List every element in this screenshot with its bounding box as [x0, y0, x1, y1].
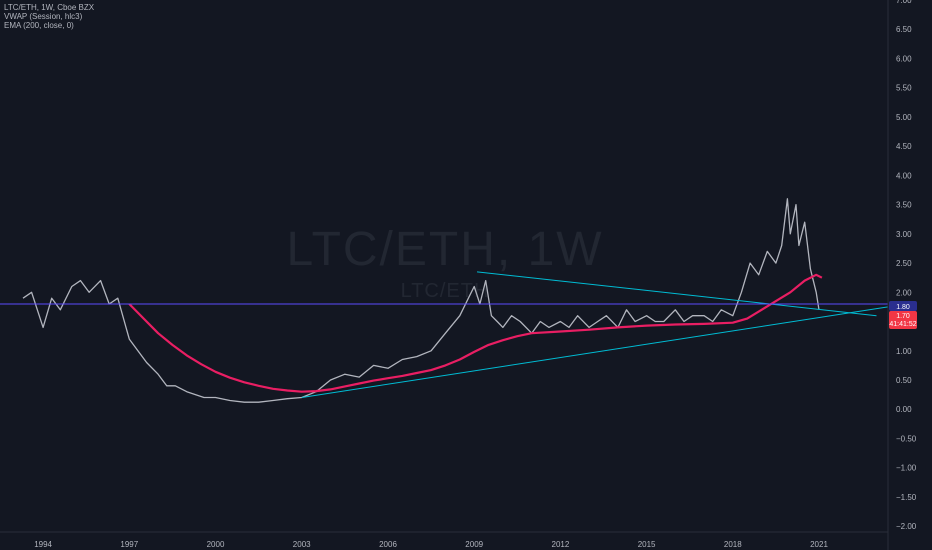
price-axis-tick-label: −2.00 [896, 522, 917, 531]
price-axis-tick-label: 5.00 [896, 113, 912, 122]
trendline-layer[interactable] [301, 271, 889, 399]
price-axis-tick-label: 3.50 [896, 201, 912, 210]
time-axis-tick-label: 2015 [638, 540, 656, 549]
time-axis-tick-label: 2021 [810, 540, 828, 549]
price-axis-tick-label: 0.50 [896, 376, 912, 385]
legend-ema[interactable]: EMA (200, close, 0) [4, 21, 74, 30]
horizontal-line-badge [889, 301, 917, 311]
price-axis-tick-label: 4.50 [896, 142, 912, 151]
time-axis-tick-label: 2000 [207, 540, 225, 549]
price-axis-tick-label: 6.50 [896, 25, 912, 34]
time-axis-tick-label: 1994 [34, 540, 52, 549]
price-axis-tick-label: 4.00 [896, 171, 912, 180]
horizontal-line-badge-text: 1.80 [896, 304, 910, 311]
price-axis-tick-label: −0.50 [896, 435, 917, 444]
price-axis-tick-label: 3.00 [896, 230, 912, 239]
last-price-badge-text: 1.70 [896, 313, 910, 320]
trendline[interactable] [301, 306, 889, 399]
price-axis-tick-label: 7.00 [896, 0, 912, 5]
time-axis-tick-label: 2012 [552, 540, 570, 549]
time-axis-tick-label: 2006 [379, 540, 397, 549]
price-axis-tick-label: 5.50 [896, 84, 912, 93]
price-series-layer [22, 198, 820, 403]
price-axis-tick-label: 0.00 [896, 405, 912, 414]
ema-series-layer [128, 273, 823, 393]
time-axis-tick-label: 1997 [120, 540, 138, 549]
ema-series-line [128, 273, 823, 393]
price-axis-tick-label: −1.50 [896, 493, 917, 502]
price-axis-tick-label: −1.00 [896, 464, 917, 473]
price-axis-tick-label: 6.00 [896, 55, 912, 64]
trendline[interactable] [476, 271, 877, 317]
price-axis-tick-label: 2.00 [896, 288, 912, 297]
time-axis[interactable]: 1994 1997 2000 2003 2006 2009 2012 2015 2018 2021 [34, 540, 828, 549]
price-badges: 1.80 1.70 41:41:52 [889, 301, 917, 329]
legend-symbol[interactable]: LTC/ETH, 1W, Cboe BZX [4, 3, 95, 12]
countdown-badge-text: 41:41:52 [889, 321, 916, 328]
price-axis-tick-label: 2.50 [896, 259, 912, 268]
chart-legend: LTC/ETH, 1W, Cboe BZX VWAP (Session, hlc… [4, 3, 94, 30]
time-axis-tick-label: 2018 [724, 540, 742, 549]
time-axis-tick-label: 2009 [465, 540, 483, 549]
last-price-badge [889, 311, 917, 329]
time-axis-tick-label: 2003 [293, 540, 311, 549]
price-series-line [22, 198, 820, 403]
price-axis[interactable]: 7.00 6.50 6.00 5.50 5.00 4.50 4.00 3.50 3.00 2.50… [896, 0, 917, 531]
legend-vwap[interactable]: VWAP (Session, hlc3) [4, 12, 83, 21]
price-axis-tick-label: 1.00 [896, 347, 912, 356]
